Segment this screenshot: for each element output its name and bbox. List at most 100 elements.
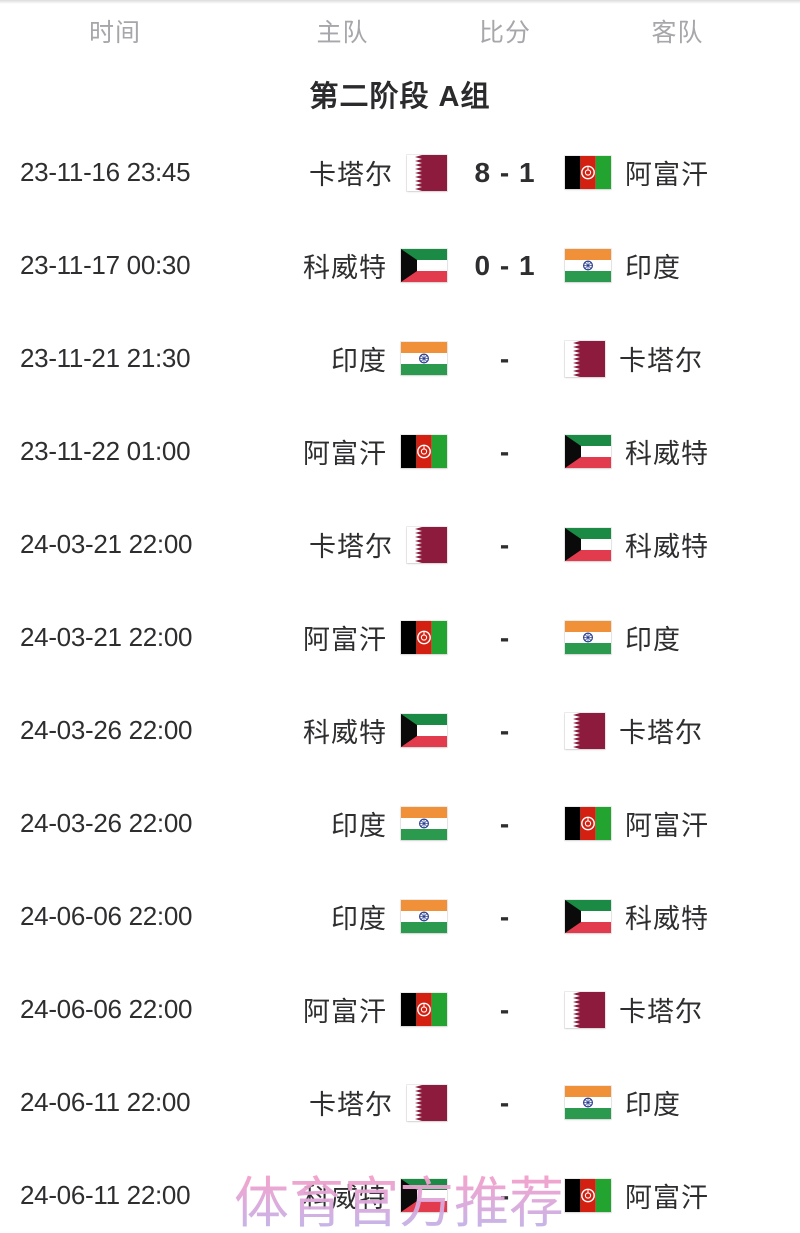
afghanistan-flag-icon [401, 435, 447, 468]
away-team-name: 印度 [625, 625, 681, 655]
column-header-home: 主队 [316, 19, 369, 47]
qatar-flag-icon [407, 1084, 447, 1121]
qatar-flag-icon [407, 526, 447, 563]
away-team-name: 印度 [625, 1090, 681, 1120]
afghanistan-flag-icon [565, 807, 611, 840]
home-team-name: 阿富汗 [303, 439, 387, 469]
away-team-name: 阿富汗 [625, 1183, 709, 1213]
match-row[interactable]: 23-11-21 21:30 印度 - 卡塔尔 [0, 312, 800, 405]
home-team: 阿富汗 [230, 432, 455, 471]
match-score: 8 - 1 [474, 156, 536, 188]
home-team: 科威特 [230, 246, 455, 285]
match-row[interactable]: 24-06-06 22:00 印度 - 科威特 [0, 870, 800, 963]
qatar-flag-icon [565, 991, 605, 1028]
india-flag-icon [401, 900, 447, 933]
kuwait-flag-icon [565, 528, 611, 561]
group-title: 第二阶段 A组 [309, 81, 491, 113]
match-time: 24-03-26 22:00 [20, 715, 193, 745]
india-flag-icon [565, 249, 611, 282]
match-score: - [499, 1086, 511, 1118]
match-row[interactable]: 24-03-26 22:00 科威特 - 卡塔尔 [0, 684, 800, 777]
home-team: 印度 [230, 897, 455, 936]
home-team: 科威特 [230, 1176, 455, 1215]
column-header-score: 比分 [478, 19, 531, 47]
home-team: 印度 [230, 804, 455, 843]
match-row[interactable]: 24-06-06 22:00 阿富汗 - 卡塔尔 [0, 963, 800, 1056]
home-team: 印度 [230, 339, 455, 378]
column-header-time: 时间 [88, 19, 141, 47]
qatar-flag-icon [407, 154, 447, 191]
match-list: 23-11-16 23:45 卡塔尔 8 - 1 阿富汗 23-11-17 00… [0, 126, 800, 1233]
match-row[interactable]: 24-03-21 22:00 卡塔尔 - 科威特 [0, 498, 800, 591]
match-time: 24-06-06 22:00 [20, 994, 193, 1024]
kuwait-flag-icon [401, 1179, 447, 1212]
match-time: 24-03-21 22:00 [20, 622, 193, 652]
away-team: 印度 [555, 1083, 800, 1122]
afghanistan-flag-icon [401, 621, 447, 654]
match-score: - [499, 1179, 511, 1211]
top-shadow [0, 0, 800, 4]
column-header-away: 客队 [651, 19, 704, 47]
match-score: - [499, 900, 511, 932]
match-score: - [499, 435, 511, 467]
away-team: 科威特 [555, 897, 800, 936]
afghanistan-flag-icon [565, 156, 611, 189]
match-time: 24-03-26 22:00 [20, 808, 193, 838]
home-team: 卡塔尔 [230, 153, 455, 192]
match-score: 0 - 1 [474, 249, 536, 281]
home-team-name: 卡塔尔 [309, 1090, 393, 1120]
away-team-name: 阿富汗 [625, 811, 709, 841]
away-team: 印度 [555, 246, 800, 285]
afghanistan-flag-icon [401, 993, 447, 1026]
home-team-name: 科威特 [303, 718, 387, 748]
match-row[interactable]: 23-11-22 01:00 阿富汗 - 科威特 [0, 405, 800, 498]
match-row[interactable]: 24-03-21 22:00 阿富汗 - 印度 [0, 591, 800, 684]
match-time: 23-11-22 01:00 [20, 436, 191, 466]
match-time: 23-11-17 00:30 [20, 250, 191, 280]
home-team: 阿富汗 [230, 990, 455, 1029]
india-flag-icon [401, 807, 447, 840]
home-team: 卡塔尔 [230, 525, 455, 564]
kuwait-flag-icon [401, 714, 447, 747]
group-title-row: 第二阶段 A组 [0, 62, 800, 126]
india-flag-icon [565, 621, 611, 654]
match-row[interactable]: 24-06-11 22:00 科威特 - 阿富汗 [0, 1149, 800, 1233]
away-team: 阿富汗 [555, 153, 800, 192]
away-team: 阿富汗 [555, 804, 800, 843]
home-team-name: 科威特 [303, 253, 387, 283]
away-team: 科威特 [555, 432, 800, 471]
home-team-name: 卡塔尔 [309, 160, 393, 190]
kuwait-flag-icon [565, 900, 611, 933]
away-team-name: 阿富汗 [625, 160, 709, 190]
away-team-name: 卡塔尔 [619, 718, 703, 748]
kuwait-flag-icon [401, 249, 447, 282]
home-team: 科威特 [230, 711, 455, 750]
match-time: 24-03-21 22:00 [20, 529, 193, 559]
match-time: 23-11-16 23:45 [20, 157, 191, 187]
match-row[interactable]: 23-11-17 00:30 科威特 0 - 1 印度 [0, 219, 800, 312]
away-team-name: 科威特 [625, 904, 709, 934]
away-team-name: 卡塔尔 [619, 346, 703, 376]
india-flag-icon [401, 342, 447, 375]
qatar-flag-icon [565, 712, 605, 749]
match-score: - [499, 714, 511, 746]
match-score: - [499, 342, 511, 374]
india-flag-icon [565, 1086, 611, 1119]
home-team-name: 印度 [331, 904, 387, 934]
match-row[interactable]: 24-06-11 22:00 卡塔尔 - 印度 [0, 1056, 800, 1149]
home-team-name: 印度 [331, 346, 387, 376]
match-score: - [499, 807, 511, 839]
match-time: 24-06-11 22:00 [20, 1180, 191, 1210]
home-team: 卡塔尔 [230, 1083, 455, 1122]
afghanistan-flag-icon [565, 1179, 611, 1212]
match-time: 24-06-11 22:00 [20, 1087, 191, 1117]
table-header: 时间 主队 比分 客队 [0, 0, 800, 62]
match-score: - [499, 528, 511, 560]
match-row[interactable]: 23-11-16 23:45 卡塔尔 8 - 1 阿富汗 [0, 126, 800, 219]
match-row[interactable]: 24-03-26 22:00 印度 - 阿富汗 [0, 777, 800, 870]
away-team-name: 科威特 [625, 439, 709, 469]
away-team: 卡塔尔 [555, 711, 800, 750]
qatar-flag-icon [565, 340, 605, 377]
match-time: 23-11-21 21:30 [20, 343, 191, 373]
away-team: 阿富汗 [555, 1176, 800, 1215]
